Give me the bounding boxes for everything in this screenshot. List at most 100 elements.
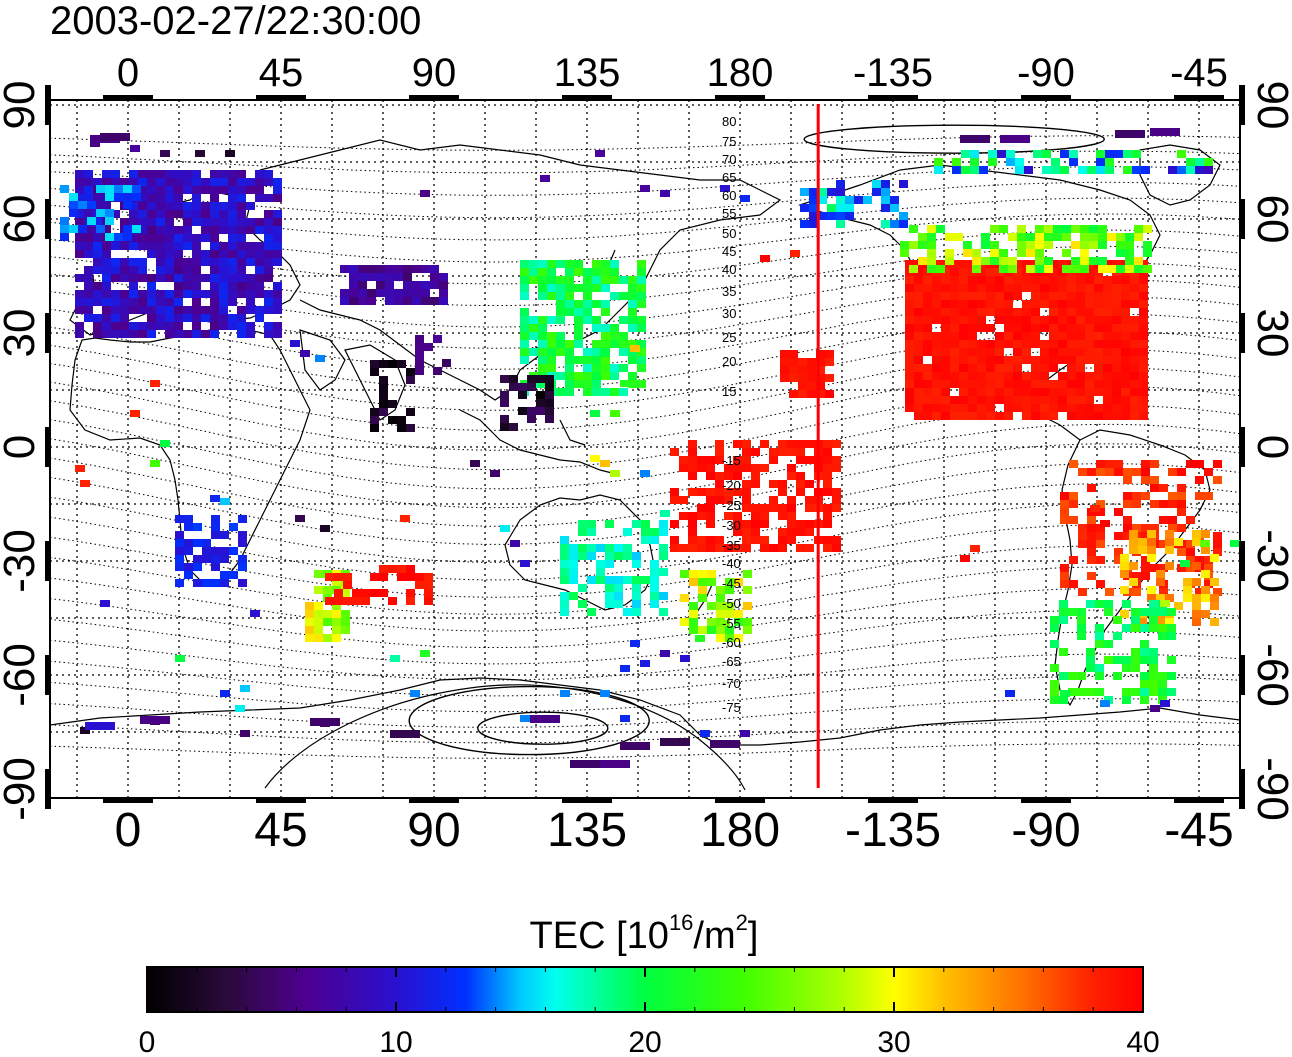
tec-cell [361,589,370,597]
tec-cell [210,202,219,210]
tec-cell [1113,672,1122,680]
tec-cell [981,257,990,265]
tec-cell [1112,292,1121,300]
tec-cell [138,242,147,250]
tec-cell [565,260,574,268]
tec-cell [941,268,950,276]
tec-cell [988,150,997,158]
contour-label: -40 [722,556,741,571]
tec-cell [138,210,147,218]
tec-cell [1143,241,1152,249]
tec-cell [1067,284,1076,292]
tec-cell [583,276,592,284]
tec-cell [1121,332,1130,340]
tec-cell [415,359,424,367]
tec-cell [385,297,394,305]
tec-cell [1139,316,1148,324]
tec-cell [120,298,129,306]
tec-cell [1076,404,1085,412]
tec-cell [1123,500,1132,508]
tec-cell [1122,664,1131,672]
tec-cell [733,512,742,520]
tec-cell [1013,380,1022,388]
tec-cell [547,332,556,340]
tec-cell [970,158,979,166]
tec-cell [854,196,863,204]
tec-cell [932,260,941,268]
tec-cell [376,273,385,281]
tec-cell [174,322,183,330]
tec-cell [156,298,165,306]
tec-cell [1159,540,1168,548]
tec-cell [114,193,123,201]
tec-cell [370,589,379,597]
tec-cell [619,316,628,324]
tec-cell [84,314,93,322]
tec-cell [914,404,923,412]
tec-cell [246,226,255,234]
tec-cell [130,410,140,417]
tec-cell [1060,564,1069,572]
tec-cell [1143,265,1152,273]
tec-cell [1116,265,1125,273]
coastline [344,344,406,421]
tec-cell [981,233,990,241]
tec-cell [193,563,202,571]
tec-cell [641,520,650,528]
tec-cell [1186,158,1195,166]
tec-cell [343,573,352,581]
tec-cell [210,306,219,314]
tec-cell [246,250,255,258]
tec-cell [1013,292,1022,300]
tec-cell [670,488,679,496]
tec-cell [1121,380,1130,388]
tec-cell [1049,292,1058,300]
tec-cell [1156,578,1165,586]
tec-cell [1130,340,1139,348]
tec-cell [1168,166,1177,174]
tec-cell [1156,594,1165,602]
tec-cell [211,579,220,587]
tec-cell [545,375,554,383]
tec-cell [520,316,529,324]
tec-cell [583,268,592,276]
tec-cell [273,226,282,234]
tec-cell [733,544,742,552]
tec-cell [905,284,914,292]
tec-cell [538,364,547,372]
tec-cell [623,544,632,552]
latitude-tick-label: 0 [0,435,44,459]
tec-cell [1013,356,1022,364]
tec-cell [1085,268,1094,276]
coastline [504,494,656,611]
tec-cell [1132,572,1141,580]
tec-cell [1069,492,1078,500]
tec-cell [174,274,183,282]
tec-cell [547,260,556,268]
tec-cell [1138,546,1147,554]
tec-cell [574,340,583,348]
tec-cell [84,290,93,298]
tec-cell [707,570,716,578]
tec-cell [529,276,538,284]
tec-cell [1168,500,1177,508]
tec-cell [796,520,805,528]
tec-cell [914,364,923,372]
tec-cell [610,340,619,348]
tec-cell [1103,284,1112,292]
tec-cell [1080,241,1089,249]
tec-cell [1121,412,1130,420]
tec-cell [689,626,698,634]
tec-cell [1067,308,1076,316]
tec-cell [529,332,538,340]
tec-cell [972,249,981,257]
tec-cell [932,372,941,380]
tec-cell [424,343,433,351]
contour-line [50,423,1240,509]
tec-cell [715,472,724,480]
tec-cell [1058,404,1067,412]
tec-cell [610,364,619,372]
tec-cell [805,496,814,504]
tec-cell [305,626,314,634]
tec-cell [1049,276,1058,284]
